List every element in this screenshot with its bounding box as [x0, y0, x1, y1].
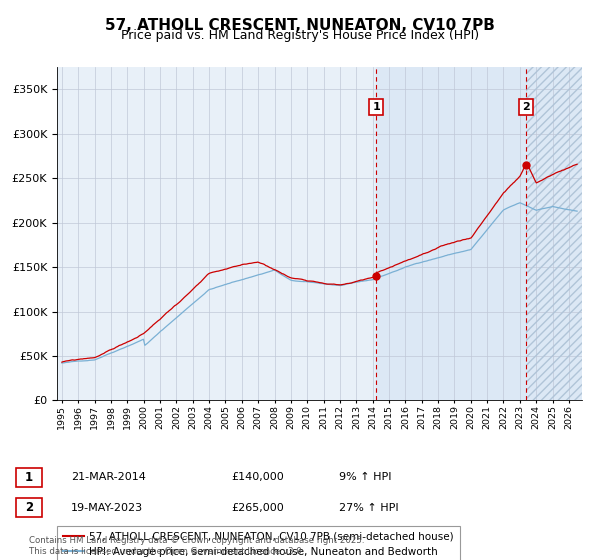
Text: 21-MAR-2014: 21-MAR-2014	[71, 472, 146, 482]
Text: 19-MAY-2023: 19-MAY-2023	[71, 503, 143, 513]
Text: 2: 2	[25, 501, 33, 515]
Text: 9% ↑ HPI: 9% ↑ HPI	[339, 472, 391, 482]
Text: 1: 1	[373, 102, 380, 112]
Bar	[526, 67, 582, 400]
Bar	[526, 67, 582, 400]
Bar	[376, 67, 582, 400]
Text: Contains HM Land Registry data © Crown copyright and database right 2025.
This d: Contains HM Land Registry data © Crown c…	[29, 536, 364, 556]
Text: £140,000: £140,000	[231, 472, 284, 482]
Text: 1: 1	[25, 470, 33, 484]
Text: 2: 2	[522, 102, 530, 112]
Text: Price paid vs. HM Land Registry's House Price Index (HPI): Price paid vs. HM Land Registry's House …	[121, 29, 479, 42]
Legend: 57, ATHOLL CRESCENT, NUNEATON, CV10 7PB (semi-detached house), HPI: Average pric: 57, ATHOLL CRESCENT, NUNEATON, CV10 7PB …	[57, 526, 460, 560]
Text: 27% ↑ HPI: 27% ↑ HPI	[339, 503, 398, 513]
Text: £265,000: £265,000	[231, 503, 284, 513]
Text: 57, ATHOLL CRESCENT, NUNEATON, CV10 7PB: 57, ATHOLL CRESCENT, NUNEATON, CV10 7PB	[105, 18, 495, 34]
